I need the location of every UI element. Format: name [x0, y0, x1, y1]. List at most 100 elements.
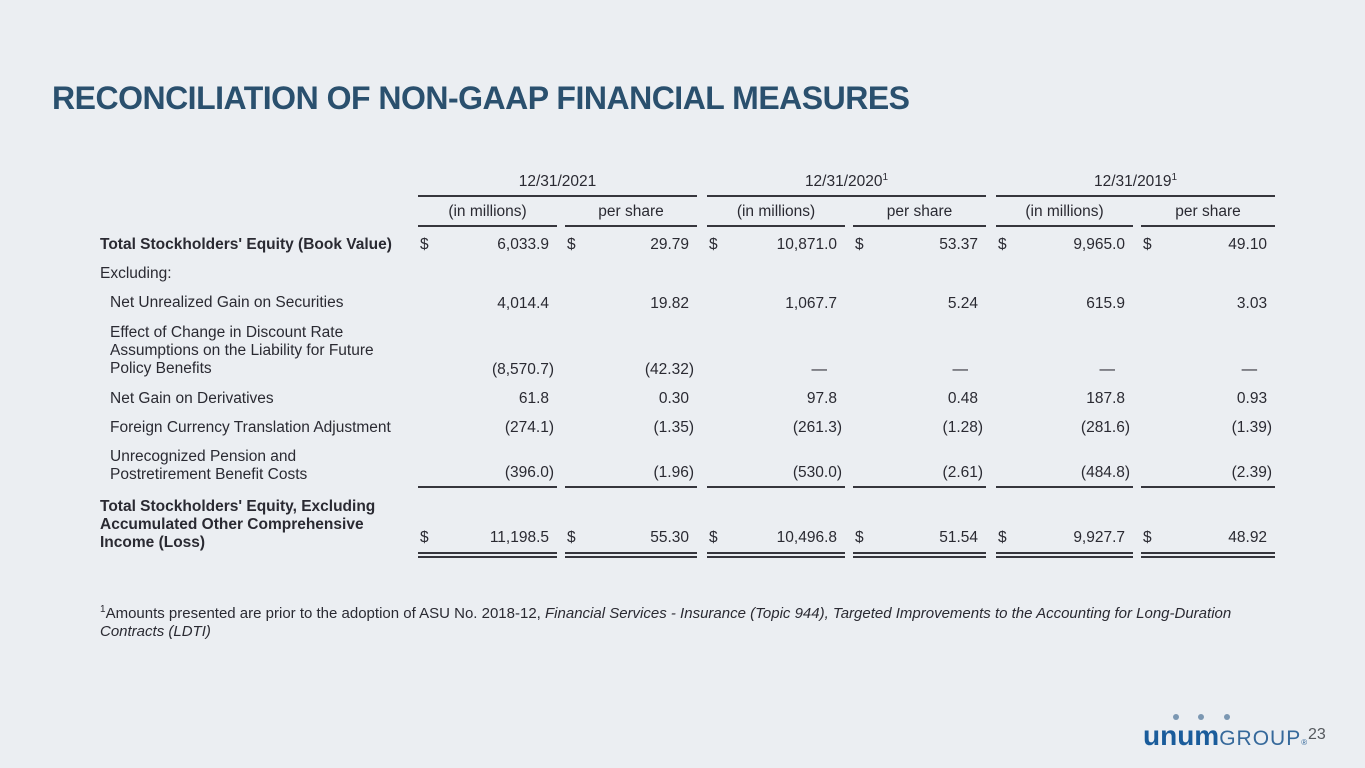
footnote-citation: Financial Services - Insurance (Topic 94… — [100, 605, 1232, 641]
value-cell: $6,033.9 — [418, 226, 557, 256]
cell-value: 51.54 — [939, 528, 979, 546]
dollar-sign: $ — [1143, 528, 1152, 546]
value-cell: (1.39) — [1141, 410, 1275, 439]
cell-value: (2.39) — [1231, 463, 1273, 481]
cell-value: — — [1099, 360, 1116, 378]
empty-cell — [418, 256, 557, 285]
column-gap — [557, 487, 565, 555]
value-cell: (2.39) — [1141, 439, 1276, 488]
empty-corner-cell — [100, 172, 418, 196]
table-row: Excluding: — [100, 256, 1275, 285]
cell-value: (261.3) — [792, 419, 842, 437]
cell-value: 4,014.4 — [497, 294, 549, 312]
row-label: Net Gain on Derivatives — [110, 389, 274, 407]
table-row: Unrecognized Pension and Postretirement … — [100, 439, 1276, 488]
row-label: Effect of Change in Discount Rate Assump… — [110, 323, 374, 378]
value-cell: 4,014.4 — [418, 285, 557, 314]
date-header-2021: 12/31/2021 — [418, 172, 697, 198]
value-cell: (261.3) — [707, 410, 845, 439]
footnote-ref: 1 — [882, 172, 889, 183]
cell-value: 187.8 — [1086, 389, 1126, 407]
value-cell: — — [853, 315, 986, 381]
cell-value: 11,198.5 — [489, 528, 549, 546]
column-gap — [986, 226, 996, 256]
row-label: Excluding: — [100, 265, 172, 283]
column-gap — [986, 172, 996, 196]
cell-value: 53.37 — [939, 236, 979, 254]
value-cell: 0.30 — [565, 381, 697, 410]
value-cell: 1,067.7 — [707, 285, 845, 314]
cell-value: 615.9 — [1086, 294, 1126, 312]
value-cell: (530.0) — [707, 439, 845, 488]
empty-cell — [1141, 256, 1275, 285]
table-row: Net Gain on Derivatives 61.8 0.30 97.8 0.48 1… — [100, 381, 1275, 410]
date-label: 12/31/2020 — [804, 173, 883, 191]
column-gap — [557, 226, 565, 256]
date-header-row: 12/31/2021 12/31/20201 12/31/2019 1 — [100, 172, 1276, 198]
logo-dot-icon — [1173, 714, 1179, 720]
cell-value: 49.10 — [1228, 236, 1268, 254]
cell-value: 61.8 — [518, 389, 549, 407]
column-gap — [557, 285, 565, 314]
dollar-sign: $ — [709, 236, 718, 254]
cell-value: (484.8) — [1080, 463, 1131, 481]
value-cell: $29.79 — [565, 226, 697, 256]
value-cell: $10,871.0 — [707, 226, 845, 256]
column-gap — [986, 315, 996, 381]
column-gap — [697, 315, 707, 381]
column-gap — [1133, 285, 1141, 314]
column-gap — [845, 226, 853, 256]
footnote-marker: 1 — [100, 604, 106, 615]
dollar-sign: $ — [709, 528, 718, 546]
cell-value: (274.1) — [504, 419, 554, 437]
date-label: 12/31/2019 — [1093, 173, 1172, 191]
empty-cell — [996, 256, 1133, 285]
value-cell: (281.6) — [996, 410, 1133, 439]
column-gap — [1133, 439, 1141, 487]
cell-value: 3.03 — [1236, 294, 1268, 312]
cell-value: 0.48 — [947, 389, 979, 407]
column-gap — [845, 487, 853, 555]
dollar-sign: $ — [1143, 236, 1152, 254]
value-cell: $55.30 — [565, 486, 697, 558]
dollar-sign: $ — [998, 528, 1007, 546]
empty-cell — [986, 256, 996, 285]
column-gap — [557, 439, 565, 487]
dollar-sign: $ — [567, 528, 576, 546]
row-label: Unrecognized Pension and Postretirement … — [110, 448, 308, 484]
column-gap — [845, 410, 853, 439]
column-gap — [1133, 381, 1141, 410]
column-gap — [845, 196, 853, 226]
row-label: Total Stockholders' Equity, Excluding Ac… — [100, 497, 376, 552]
cell-value: (2.61) — [942, 463, 984, 481]
reconciliation-table: 12/31/2021 12/31/20201 12/31/20191 (in m… — [100, 172, 1276, 558]
empty-cell — [557, 256, 565, 285]
value-cell: $9,965.0 — [996, 226, 1133, 256]
value-cell: — — [707, 315, 845, 381]
row-label: Foreign Currency Translation Adjustment — [110, 418, 391, 436]
cell-value: (281.6) — [1080, 419, 1131, 437]
cell-value: — — [811, 360, 828, 378]
table-body: Total Stockholders' Equity (Book Value) $… — [100, 226, 1276, 558]
cell-value: 1,067.7 — [785, 294, 837, 312]
column-gap — [697, 439, 707, 487]
value-cell: (1.96) — [565, 439, 697, 488]
cell-value: 9,927.7 — [1073, 528, 1126, 546]
column-gap — [1133, 226, 1141, 256]
column-gap — [1133, 487, 1141, 555]
cell-value: 10,871.0 — [776, 236, 837, 254]
footnote: 1Amounts presented are prior to the adop… — [100, 604, 1245, 642]
column-gap — [557, 196, 565, 226]
column-gap — [697, 172, 707, 196]
cell-value: 97.8 — [806, 389, 837, 407]
date-header-2020: 12/31/20201 — [707, 172, 987, 198]
cell-value: — — [1241, 360, 1258, 378]
column-gap — [986, 487, 996, 555]
cell-value: (530.0) — [792, 463, 842, 481]
cell-value: (1.96) — [653, 463, 695, 481]
empty-corner-cell — [100, 196, 418, 226]
table-row: Effect of Change in Discount Rate Assump… — [100, 315, 1275, 381]
column-gap — [986, 285, 996, 314]
cell-value: (1.35) — [653, 419, 695, 437]
